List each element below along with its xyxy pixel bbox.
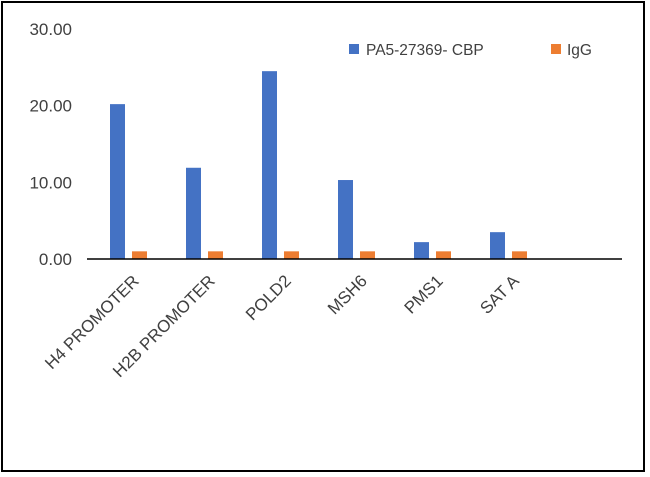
bar-igg-sat-a (512, 251, 527, 259)
x-tick-label: SAT A (476, 271, 523, 318)
bar-cbp-msh6 (338, 180, 353, 259)
y-tick-label: 0.00 (39, 250, 72, 269)
y-tick-label: 30.00 (29, 20, 72, 39)
legend: PA5-27369- CBP IgG (349, 42, 592, 59)
bar-igg-pms1 (436, 251, 451, 259)
y-axis-tick-labels: 0.00 10.00 20.00 30.00 (29, 20, 72, 269)
bar-igg-pold2 (284, 251, 299, 259)
x-tick-label: MSH6 (324, 271, 371, 318)
legend-label-cbp: PA5-27369- CBP (366, 42, 484, 59)
bar-cbp-pms1 (414, 242, 429, 259)
bar-cbp-sat-a (490, 232, 505, 259)
bar-cbp-h2b-promoter (186, 167, 201, 259)
legend-label-igg: IgG (567, 42, 592, 59)
bar-igg-msh6 (360, 251, 375, 259)
x-tick-label: PMS1 (401, 271, 447, 317)
y-tick-label: 20.00 (29, 97, 72, 116)
bar-igg-h4-promoter (132, 251, 147, 259)
chart-frame (1, 1, 645, 472)
bar-cbp-h4-promoter (110, 104, 125, 259)
legend-swatch-igg (551, 44, 561, 54)
legend-swatch-cbp (349, 44, 359, 54)
bar-cbp-pold2 (262, 71, 277, 260)
bar-igg-h2b-promoter (208, 251, 223, 259)
bars (110, 71, 527, 260)
y-tick-label: 10.00 (29, 173, 72, 192)
x-tick-label: POLD2 (242, 271, 295, 324)
